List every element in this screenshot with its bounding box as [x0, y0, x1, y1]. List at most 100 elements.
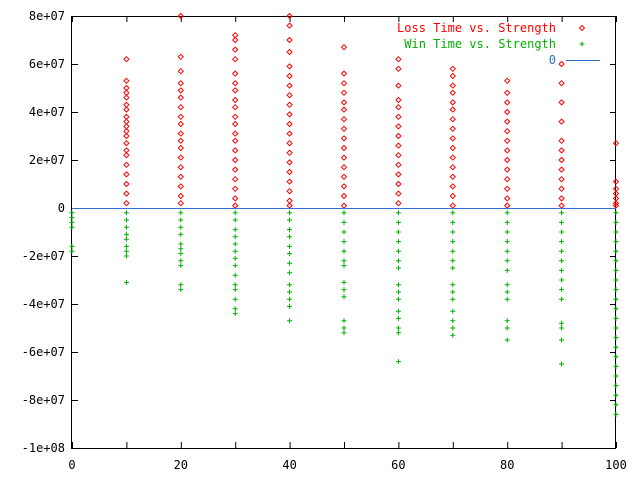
win-point — [287, 318, 293, 324]
loss-point — [340, 202, 348, 209]
loss-point — [449, 154, 457, 161]
loss-point — [558, 147, 565, 154]
win-point — [232, 282, 238, 288]
win-point — [613, 402, 619, 408]
win-point — [341, 263, 347, 269]
loss-point — [395, 132, 402, 140]
loss-point — [231, 70, 239, 77]
legend-marker-diamond — [578, 24, 586, 32]
win-point — [341, 330, 347, 336]
loss-point — [449, 72, 457, 80]
loss-point — [177, 173, 185, 181]
win-point — [450, 325, 456, 331]
loss-point — [231, 96, 239, 104]
loss-point — [231, 195, 239, 202]
win-point — [613, 219, 619, 225]
legend-marker-plus — [579, 41, 585, 47]
y-tick-label: -8e+07 — [22, 393, 65, 407]
win-point — [559, 361, 565, 367]
win-point — [613, 210, 619, 216]
loss-point — [177, 137, 185, 145]
win-point — [69, 224, 75, 230]
win-point — [123, 279, 129, 285]
loss-point — [123, 77, 130, 85]
loss-point — [231, 175, 239, 183]
win-point — [450, 282, 456, 288]
series-0 — [123, 12, 620, 209]
loss-point — [177, 144, 185, 152]
win-point — [287, 282, 293, 288]
win-point — [613, 392, 619, 398]
win-point — [450, 258, 456, 264]
loss-point — [231, 202, 239, 209]
y-tick-label: 4e+07 — [29, 105, 65, 119]
loss-point — [177, 130, 185, 137]
loss-point — [449, 89, 457, 97]
loss-point — [503, 89, 511, 97]
win-point — [559, 277, 565, 283]
x-tick-label: 80 — [500, 458, 514, 472]
loss-point — [286, 120, 293, 128]
win-point — [613, 411, 619, 417]
loss-point — [503, 185, 511, 193]
loss-point — [340, 135, 348, 142]
win-point — [69, 215, 75, 221]
win-point — [123, 210, 129, 216]
y-tick-label: 8e+07 — [29, 9, 65, 23]
loss-point — [286, 91, 293, 99]
loss-point — [340, 144, 348, 152]
loss-point — [177, 120, 185, 128]
loss-point — [123, 190, 130, 197]
loss-point — [123, 106, 130, 113]
win-point — [178, 210, 184, 216]
win-point — [287, 217, 293, 223]
loss-point — [558, 166, 565, 173]
loss-point — [558, 175, 565, 183]
loss-point — [558, 79, 565, 87]
loss-point — [558, 118, 565, 125]
x-tick-labels: 0 20 40 60 80 100 — [68, 458, 626, 472]
loss-point — [503, 108, 511, 116]
win-point — [287, 270, 293, 276]
loss-point — [449, 115, 457, 123]
loss-point — [395, 55, 402, 63]
win-point — [287, 303, 293, 309]
series-1 — [69, 210, 619, 417]
win-point — [395, 359, 401, 365]
loss-point — [340, 163, 348, 171]
loss-point — [558, 60, 565, 68]
win-point — [341, 258, 347, 264]
win-point — [504, 296, 510, 302]
loss-point — [231, 137, 239, 145]
loss-point — [340, 183, 348, 190]
loss-point — [449, 65, 457, 73]
win-point — [395, 289, 401, 295]
win-point — [613, 373, 619, 379]
win-point — [395, 330, 401, 336]
win-point — [341, 325, 347, 331]
win-point — [123, 224, 129, 230]
win-point — [613, 248, 619, 254]
win-point — [395, 219, 401, 225]
win-point — [341, 219, 347, 225]
loss-point — [503, 118, 511, 125]
loss-point — [286, 187, 293, 195]
loss-point — [395, 82, 402, 89]
win-point — [559, 296, 565, 302]
loss-point — [231, 156, 239, 164]
loss-point — [177, 103, 185, 111]
win-point — [341, 239, 347, 245]
loss-point — [503, 195, 511, 202]
loss-point — [286, 168, 293, 176]
win-point — [178, 246, 184, 252]
win-point — [504, 325, 510, 331]
win-point — [613, 383, 619, 389]
loss-point — [177, 183, 185, 190]
loss-point — [340, 125, 348, 133]
loss-point — [449, 173, 457, 181]
x-tick-label: 100 — [605, 458, 627, 472]
win-point — [232, 311, 238, 317]
loss-point — [449, 125, 457, 133]
win-point — [341, 294, 347, 300]
